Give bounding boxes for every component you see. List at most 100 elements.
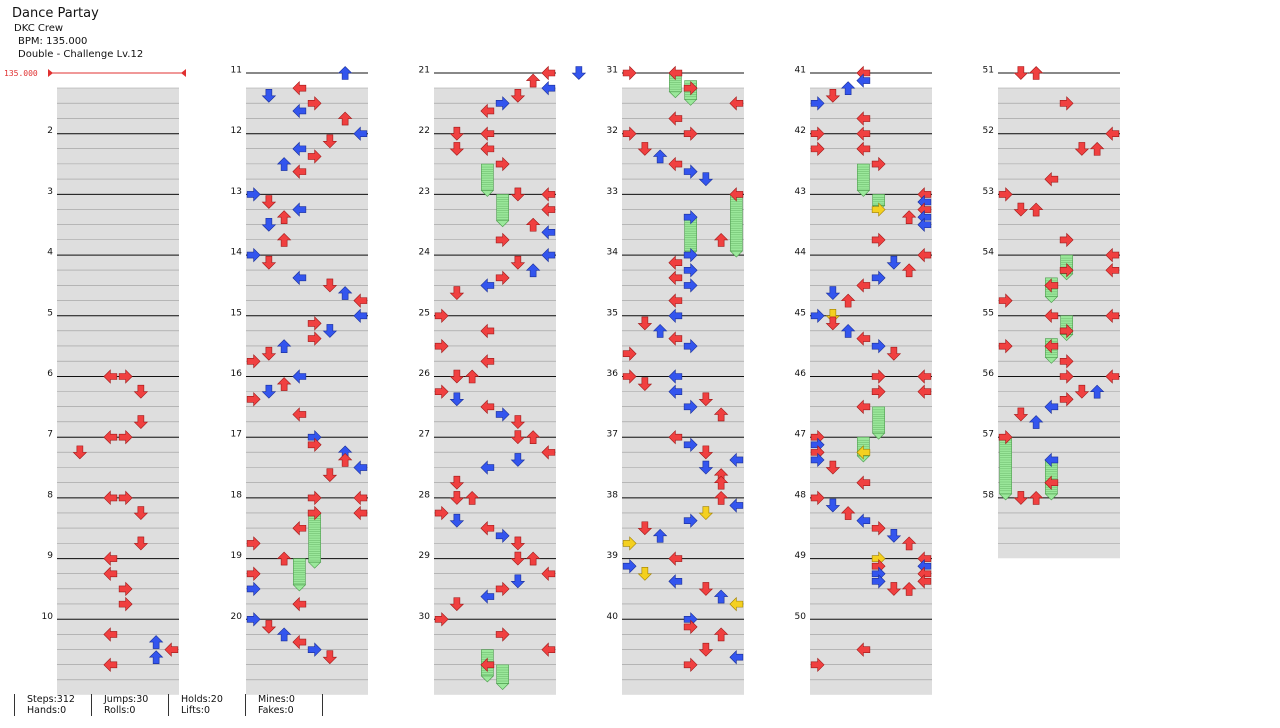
lane-stripe xyxy=(434,224,556,240)
lane-stripe xyxy=(622,437,744,453)
lane-stripe xyxy=(434,664,556,680)
lane-stripe xyxy=(998,194,1120,210)
lane-stripe xyxy=(434,391,556,407)
lane-stripe xyxy=(434,573,556,589)
lane-stripe xyxy=(434,315,556,331)
measure-number: 15 xyxy=(231,308,242,318)
lane-stripe xyxy=(622,163,744,179)
measure-number: 10 xyxy=(42,612,54,622)
lane-stripe xyxy=(57,209,179,225)
measure-number: 43 xyxy=(795,187,806,197)
lane-stripe xyxy=(810,406,932,422)
lane-stripe xyxy=(246,588,368,604)
measure-number: 9 xyxy=(47,551,53,561)
lane-stripe xyxy=(810,163,932,179)
lane-stripe xyxy=(810,452,932,468)
lane-stripe xyxy=(246,482,368,498)
lane-stripe xyxy=(810,482,932,498)
lane-stripe xyxy=(246,133,368,149)
lane-stripe xyxy=(434,148,556,164)
lane-stripe xyxy=(57,133,179,149)
lane-stripe xyxy=(434,239,556,255)
lane-stripe xyxy=(810,88,932,103)
lane-stripe xyxy=(57,239,179,255)
lane-stripe xyxy=(246,634,368,650)
measure-number: 53 xyxy=(983,187,994,197)
measure-number: 45 xyxy=(795,308,806,318)
measure-number: 22 xyxy=(419,126,430,136)
stat-column-mines: Mines:0 Fakes:0 xyxy=(245,694,322,716)
lane-stripe xyxy=(57,345,179,361)
lane-stripe xyxy=(622,512,744,528)
down-arrow-icon xyxy=(1013,66,1028,80)
lane-stripe xyxy=(622,406,744,422)
measure-number: 37 xyxy=(607,430,618,440)
lane-stripe xyxy=(622,603,744,619)
lane-stripe xyxy=(246,345,368,361)
lane-stripe xyxy=(998,437,1120,453)
lane-stripe xyxy=(57,421,179,437)
lane-stripe xyxy=(434,118,556,134)
lane-stripe xyxy=(246,270,368,286)
lane-stripe xyxy=(57,452,179,468)
lane-stripe xyxy=(998,376,1120,392)
lane-stripe xyxy=(998,528,1120,544)
measure-number: 16 xyxy=(231,369,243,379)
lane-stripe xyxy=(810,619,932,635)
lane-stripe xyxy=(434,88,556,103)
lane-stripe xyxy=(998,391,1120,407)
measure-number: 20 xyxy=(231,612,243,622)
bpm-change-label: 135.000 xyxy=(4,69,38,78)
lane-stripe xyxy=(810,421,932,437)
lane-stripe xyxy=(434,482,556,498)
measure-number: 7 xyxy=(47,430,53,440)
lane-stripe xyxy=(998,452,1120,468)
lane-stripe xyxy=(622,649,744,665)
lane-stripe xyxy=(246,88,368,103)
lane-stripe xyxy=(57,224,179,240)
lane-stripe xyxy=(810,376,932,392)
stat-hands: Hands:0 xyxy=(27,705,67,716)
measure-labels: 2345678910111213141516171819202122232425… xyxy=(42,66,995,622)
stat-column-steps: Steps:312 Hands:0 xyxy=(14,694,91,716)
lane-stripe xyxy=(622,118,744,134)
lane-stripe xyxy=(246,163,368,179)
hold-note-icon xyxy=(668,72,683,99)
hold-note-icon xyxy=(998,436,1013,501)
lane-stripe xyxy=(810,330,932,346)
measure-number: 28 xyxy=(419,490,431,500)
lane-stripe xyxy=(622,254,744,270)
lane-stripe xyxy=(434,512,556,528)
lane-stripe xyxy=(622,179,744,195)
song-difficulty: Double - Challenge Lv.12 xyxy=(18,49,144,60)
lane-stripe xyxy=(998,497,1120,513)
lane-stripe xyxy=(57,391,179,407)
measure-number: 50 xyxy=(795,612,807,622)
lane-stripe xyxy=(810,345,932,361)
lane-stripe xyxy=(246,148,368,164)
measure-number: 31 xyxy=(607,66,618,76)
chart-stats: Steps:312 Hands:0 Jumps:30 Rolls:0 Holds… xyxy=(14,694,323,716)
measure-number: 46 xyxy=(795,369,807,379)
lane-stripe xyxy=(998,482,1120,498)
measure-number: 4 xyxy=(47,248,53,258)
lane-stripe xyxy=(434,497,556,513)
lane-stripe xyxy=(810,361,932,377)
song-bpm: BPM: 135.000 xyxy=(18,36,88,47)
lane-stripe xyxy=(810,467,932,483)
lane-stripe xyxy=(810,664,932,680)
lane-stripe xyxy=(622,330,744,346)
lane-stripe xyxy=(57,437,179,453)
lane-stripe xyxy=(434,634,556,650)
lane-stripe xyxy=(246,543,368,559)
hold-note-icon xyxy=(495,664,510,691)
lane-stripe xyxy=(246,300,368,316)
lane-stripe xyxy=(622,452,744,468)
right-arrow-icon xyxy=(541,66,556,80)
lane-stripe xyxy=(246,239,368,255)
lane-stripe xyxy=(434,619,556,635)
lane-stripe xyxy=(622,588,744,604)
lane-stripe xyxy=(246,315,368,331)
lane-stripe xyxy=(810,270,932,286)
lane-stripe xyxy=(810,148,932,164)
